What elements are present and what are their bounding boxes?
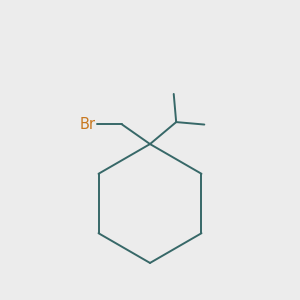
Text: Br: Br: [79, 117, 95, 132]
